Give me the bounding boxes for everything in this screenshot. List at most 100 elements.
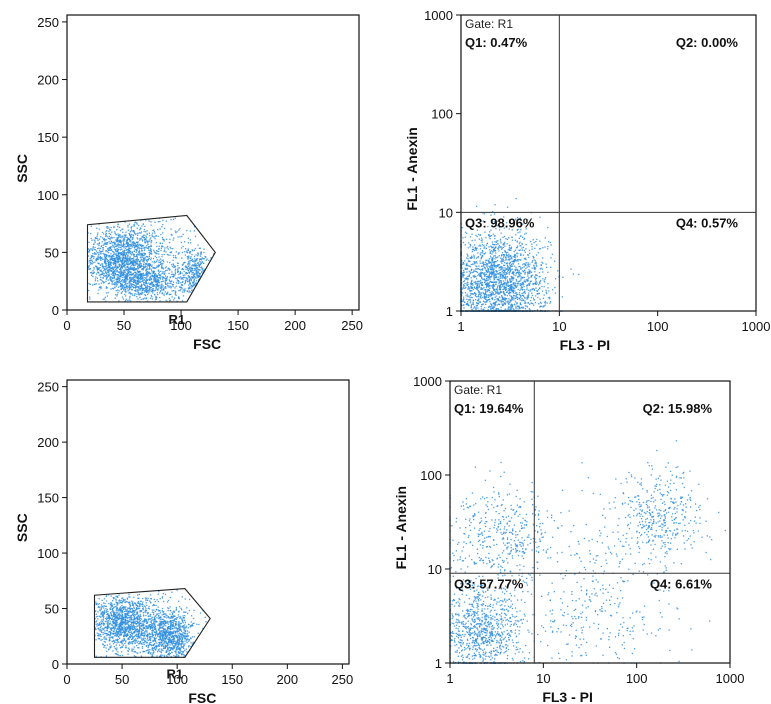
data-point	[477, 256, 479, 258]
data-point	[549, 302, 551, 304]
data-point	[462, 269, 465, 272]
data-point	[173, 273, 175, 276]
data-point	[127, 245, 129, 248]
data-point	[104, 259, 106, 261]
data-point	[145, 259, 148, 261]
data-point	[120, 244, 122, 246]
data-point	[129, 239, 131, 241]
data-point	[135, 268, 137, 270]
data-point	[523, 280, 525, 282]
data-point	[189, 230, 192, 232]
data-point	[491, 259, 493, 261]
data-point	[140, 273, 142, 275]
data-point	[140, 238, 142, 240]
data-point	[136, 223, 138, 225]
data-point	[492, 281, 494, 283]
data-point	[149, 273, 151, 275]
data-point	[125, 268, 127, 270]
data-point	[113, 267, 116, 269]
data-point	[508, 289, 511, 292]
data-point	[488, 258, 490, 260]
data-point	[91, 239, 93, 241]
data-point	[135, 263, 138, 265]
data-point	[193, 279, 195, 282]
data-point	[91, 263, 93, 265]
data-point	[144, 257, 146, 259]
data-point	[121, 253, 123, 255]
data-point	[479, 234, 481, 237]
data-point	[474, 244, 476, 246]
data-point	[192, 250, 194, 252]
data-point	[203, 258, 205, 260]
data-point	[176, 262, 179, 264]
data-point	[545, 289, 547, 292]
data-point	[187, 265, 190, 267]
data-point	[519, 272, 521, 274]
data-point	[538, 287, 541, 290]
data-point	[475, 282, 477, 284]
data-point	[544, 237, 546, 239]
data-point	[510, 305, 512, 308]
data-point	[503, 275, 505, 277]
data-point	[520, 288, 522, 290]
data-point	[166, 292, 169, 295]
data-point	[125, 610, 127, 612]
data-point	[120, 269, 122, 271]
data-point	[491, 265, 493, 267]
data-point	[149, 272, 151, 274]
data-point	[165, 220, 167, 222]
data-point	[90, 259, 92, 262]
data-point	[184, 289, 186, 292]
data-point	[473, 261, 475, 263]
data-point	[542, 306, 544, 308]
data-point	[509, 286, 511, 288]
data-point	[132, 267, 134, 269]
data-point	[98, 283, 100, 285]
data-point	[113, 257, 115, 260]
data-point	[188, 286, 191, 288]
data-point	[503, 283, 505, 285]
data-point	[104, 256, 107, 259]
data-point	[116, 251, 118, 253]
data-point	[124, 256, 127, 258]
data-point	[98, 251, 100, 254]
data-point	[500, 281, 502, 283]
data-point	[508, 272, 510, 274]
data-point	[501, 300, 503, 302]
data-point	[494, 237, 496, 240]
data-point	[124, 254, 126, 256]
data-point	[100, 282, 103, 284]
data-point	[511, 276, 513, 278]
data-point	[132, 278, 134, 280]
data-point	[150, 224, 152, 226]
data-point	[148, 264, 150, 266]
data-point	[503, 303, 506, 305]
data-point	[129, 234, 131, 236]
data-point	[491, 298, 494, 301]
data-point	[145, 242, 147, 244]
data-point	[497, 303, 500, 305]
data-point	[515, 280, 518, 282]
data-point	[108, 268, 110, 270]
data-point	[490, 229, 492, 231]
data-point	[538, 281, 541, 284]
data-point	[486, 289, 489, 291]
data-point	[508, 309, 510, 311]
data-point	[196, 268, 198, 270]
data-point	[175, 291, 177, 293]
data-point	[479, 272, 481, 275]
data-point	[138, 287, 140, 289]
data-point	[479, 244, 481, 246]
data-point	[485, 283, 487, 286]
data-point	[480, 295, 482, 297]
data-point	[478, 283, 480, 285]
data-point	[150, 237, 152, 239]
data-point	[140, 281, 142, 283]
data-point	[531, 248, 533, 250]
data-point	[509, 267, 511, 269]
data-point	[119, 274, 122, 276]
data-point	[187, 261, 190, 263]
data-point	[504, 303, 506, 306]
data-point	[88, 265, 90, 267]
data-point	[515, 295, 517, 297]
